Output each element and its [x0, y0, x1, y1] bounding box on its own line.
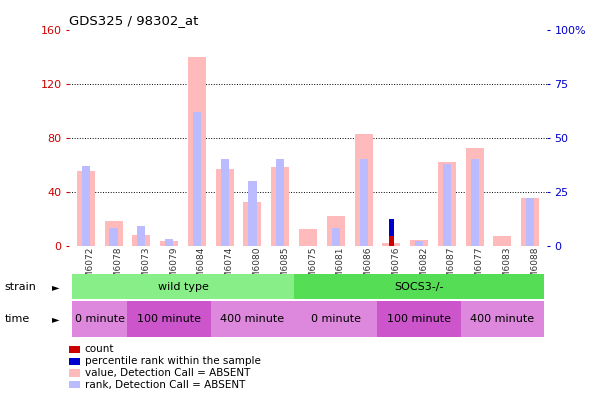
Bar [127, 301, 211, 337]
Bar [415, 241, 423, 246]
Text: SOCS3-/-: SOCS3-/- [394, 282, 444, 292]
Bar [188, 57, 206, 246]
Bar [165, 239, 173, 246]
Bar [137, 226, 145, 246]
Text: wild type: wild type [157, 282, 209, 292]
Bar [461, 301, 544, 337]
Bar [389, 219, 394, 236]
Bar [72, 274, 294, 299]
Bar [389, 236, 394, 246]
Bar [271, 167, 289, 246]
Text: 0 minute: 0 minute [75, 314, 124, 324]
Bar [105, 221, 123, 246]
Bar [443, 164, 451, 246]
Bar [132, 235, 150, 246]
Text: 0 minute: 0 minute [311, 314, 361, 324]
Bar [299, 229, 317, 246]
Bar [276, 159, 284, 246]
Bar [327, 216, 345, 246]
Bar [248, 181, 257, 246]
Text: value, Detection Call = ABSENT: value, Detection Call = ABSENT [85, 368, 250, 378]
Bar [294, 274, 544, 299]
Bar [438, 162, 456, 246]
Bar [332, 228, 340, 246]
Bar [377, 301, 461, 337]
Bar [466, 148, 484, 246]
Text: strain: strain [5, 282, 37, 292]
Bar [355, 133, 373, 246]
Bar [216, 169, 234, 246]
Text: ►: ► [52, 314, 59, 324]
Bar [526, 198, 534, 246]
Bar [109, 228, 118, 246]
Bar [521, 198, 539, 246]
Text: time: time [5, 314, 30, 324]
Bar [72, 301, 127, 337]
Text: 100 minute: 100 minute [137, 314, 201, 324]
Bar [77, 171, 95, 246]
Text: percentile rank within the sample: percentile rank within the sample [85, 356, 261, 366]
Text: ►: ► [52, 282, 59, 292]
Bar [493, 236, 511, 246]
Bar [221, 159, 229, 246]
Bar [160, 242, 178, 246]
Bar [294, 301, 377, 337]
Text: rank, Detection Call = ABSENT: rank, Detection Call = ABSENT [85, 380, 245, 390]
Bar [410, 240, 428, 246]
Bar [243, 202, 261, 246]
Text: 400 minute: 400 minute [471, 314, 534, 324]
Bar [82, 166, 90, 246]
Text: GDS325 / 98302_at: GDS325 / 98302_at [69, 14, 198, 27]
Bar [359, 159, 368, 246]
Bar [471, 159, 479, 246]
Text: count: count [85, 344, 114, 354]
Bar [211, 301, 294, 337]
Bar [382, 243, 400, 246]
Text: 100 minute: 100 minute [387, 314, 451, 324]
Text: 400 minute: 400 minute [221, 314, 284, 324]
Bar [193, 112, 201, 246]
